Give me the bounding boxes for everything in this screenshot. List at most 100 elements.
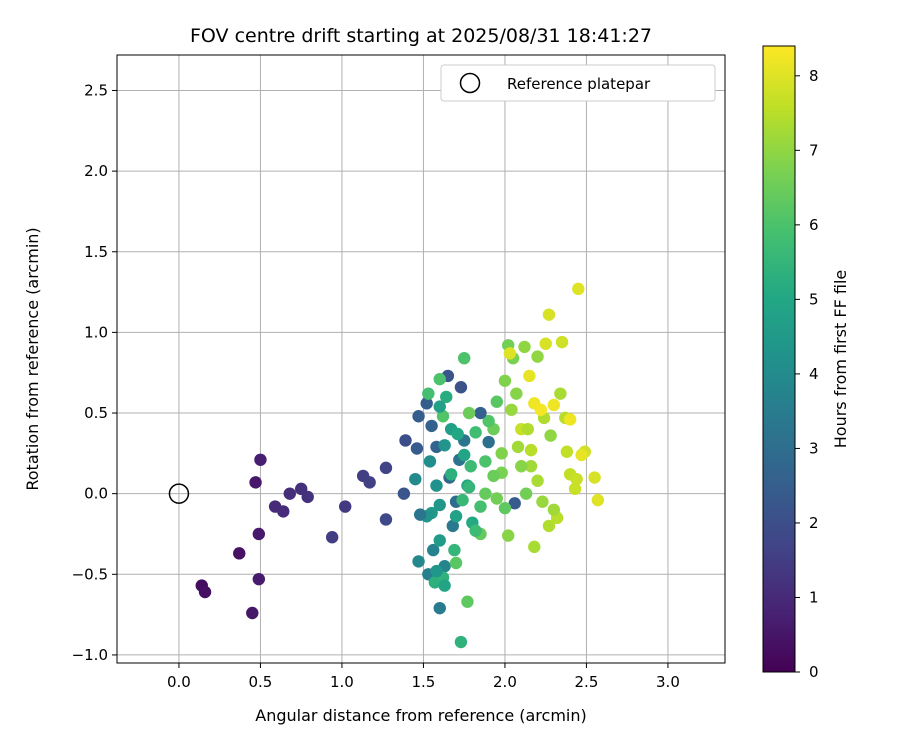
data-point [379, 461, 393, 475]
data-point [560, 445, 574, 458]
data-point [449, 556, 463, 570]
data-point [325, 531, 339, 544]
colorbar: 0 1 2 3 4 5 6 7 8 Hours from first FF file [762, 45, 850, 681]
data-point [433, 601, 446, 615]
colorbar-tick-label: 5 [809, 290, 819, 308]
data-point [254, 453, 267, 466]
data-point [446, 519, 459, 533]
data-point [490, 395, 503, 408]
legend-box [440, 64, 716, 102]
data-point [528, 540, 541, 554]
legend: Reference platepar [440, 64, 716, 102]
colorbar-tick-label: 2 [809, 514, 819, 532]
data-point [498, 374, 512, 387]
data-point [469, 426, 482, 439]
colorbar-tick-label: 6 [809, 216, 819, 234]
y-tick-label: 0.0 [84, 485, 108, 503]
x-tick-label: 1.5 [412, 673, 436, 691]
data-point [451, 427, 464, 441]
data-point [588, 471, 601, 484]
data-point [479, 455, 492, 468]
colorbar-gradient [762, 45, 796, 673]
data-point [469, 524, 482, 537]
colorbar-tick-label: 4 [809, 365, 819, 383]
data-point [198, 585, 212, 599]
data-point [233, 547, 246, 560]
data-point [246, 606, 259, 620]
data-point [457, 448, 471, 462]
data-point [427, 543, 440, 557]
colorbar-tick-label: 3 [809, 439, 819, 457]
y-axis-label: Rotation from reference (arcmin) [23, 227, 42, 490]
data-point [252, 527, 266, 541]
data-point [454, 635, 468, 649]
data-point [423, 455, 437, 468]
chart-title: FOV centre drift starting at 2025/08/31 … [190, 25, 652, 47]
data-point [490, 492, 503, 505]
data-point [457, 351, 471, 365]
data-point [433, 498, 446, 512]
x-tick-label: 3.0 [656, 673, 680, 691]
colorbar-tick-label: 8 [809, 67, 819, 85]
data-point [461, 595, 474, 608]
data-point [539, 337, 552, 350]
colorbar-tick-label: 7 [809, 141, 819, 159]
data-point [410, 442, 424, 455]
data-point [448, 543, 461, 557]
legend-label: Reference platepar [507, 75, 651, 93]
data-point [479, 487, 492, 500]
data-point [438, 439, 451, 452]
data-point [449, 510, 463, 523]
y-tick-label: 2.5 [84, 81, 108, 99]
y-tick-label: −0.5 [72, 565, 108, 583]
data-point [379, 513, 393, 526]
x-tick-label: 2.5 [575, 673, 599, 691]
data-point [482, 414, 495, 428]
x-tick-label: 0.0 [167, 673, 191, 691]
data-point [252, 572, 266, 586]
colorbar-label: Hours from first FF file [831, 270, 850, 449]
data-point [511, 440, 525, 454]
data-point [433, 400, 446, 413]
data-point [508, 497, 521, 510]
colorbar-tick-label: 1 [809, 588, 819, 606]
data-point [482, 435, 495, 449]
data-point [277, 505, 290, 518]
y-tick-label: −1.0 [72, 646, 108, 664]
data-point [534, 403, 548, 417]
data-point [425, 419, 438, 433]
data-point [570, 472, 583, 486]
data-point [519, 487, 533, 500]
data-point [487, 469, 500, 483]
data-point [438, 579, 451, 592]
data-point [399, 434, 412, 447]
data-point [474, 406, 487, 420]
data-point [544, 429, 557, 442]
data-point [454, 381, 468, 394]
data-point [433, 534, 446, 547]
data-point [572, 282, 585, 296]
data-point [413, 508, 427, 521]
data-point [518, 340, 531, 354]
data-point [464, 460, 477, 473]
plot-frame [116, 54, 726, 664]
data-point [339, 500, 352, 513]
data-point [397, 487, 411, 500]
grid-lines [117, 55, 725, 663]
data-point [412, 410, 425, 423]
y-tick-label: 1.0 [84, 323, 108, 341]
data-point [591, 493, 605, 507]
data-point [430, 564, 443, 578]
data-point [444, 468, 458, 481]
colorbar-tick-label: 0 [809, 663, 819, 681]
data-point [542, 519, 556, 533]
data-point [555, 335, 569, 349]
data-point [301, 490, 314, 504]
data-point [462, 481, 476, 494]
data-point [456, 493, 469, 507]
x-tick-label: 0.5 [249, 673, 273, 691]
x-tick-label: 1.0 [330, 673, 354, 691]
data-point [433, 372, 446, 386]
reference-marker [168, 483, 190, 504]
